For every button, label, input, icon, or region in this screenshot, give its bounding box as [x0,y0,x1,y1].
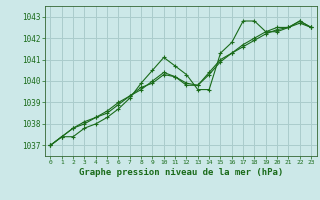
X-axis label: Graphe pression niveau de la mer (hPa): Graphe pression niveau de la mer (hPa) [79,168,283,177]
